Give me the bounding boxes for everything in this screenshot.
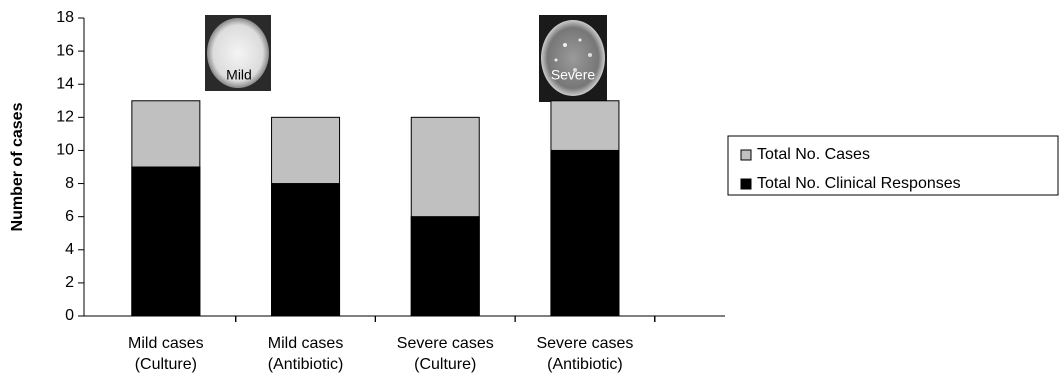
- y-tick-label: 0: [65, 307, 74, 324]
- y-tick-label: 10: [56, 142, 74, 159]
- x-tick-label: Severe cases (Antibiotic): [536, 335, 634, 373]
- legend-marker: [740, 149, 752, 161]
- bar: [131, 166, 201, 317]
- y-tick-label: 8: [65, 175, 74, 192]
- y-tick-label: 16: [56, 42, 74, 59]
- annotation: Mild: [226, 67, 252, 83]
- x-tick-label: Severe cases (Culture): [396, 335, 494, 373]
- x-tick-label: Mild cases (Culture): [128, 335, 204, 373]
- bar: [550, 149, 620, 317]
- plate-image: [205, 15, 271, 91]
- y-tick-label: 2: [65, 274, 74, 291]
- legend-marker: [740, 178, 752, 190]
- bar: [410, 216, 480, 317]
- x-tick-label: Mild cases (Antibiotic): [267, 335, 344, 373]
- y-tick-label: 6: [65, 208, 74, 225]
- legend-label: Total No. Clinical Responses: [757, 175, 961, 192]
- y-tick-label: 18: [56, 9, 74, 26]
- legend-box: [727, 135, 1059, 196]
- legend-label: Total No. Cases: [757, 146, 870, 163]
- y-axis-title: Number of cases: [9, 102, 26, 231]
- annotation: Severe: [551, 67, 596, 83]
- plate-image: [539, 15, 607, 102]
- y-tick-label: 14: [56, 75, 74, 92]
- y-tick-label: 4: [65, 241, 74, 258]
- y-tick-label: 12: [56, 109, 74, 126]
- bar: [271, 183, 341, 317]
